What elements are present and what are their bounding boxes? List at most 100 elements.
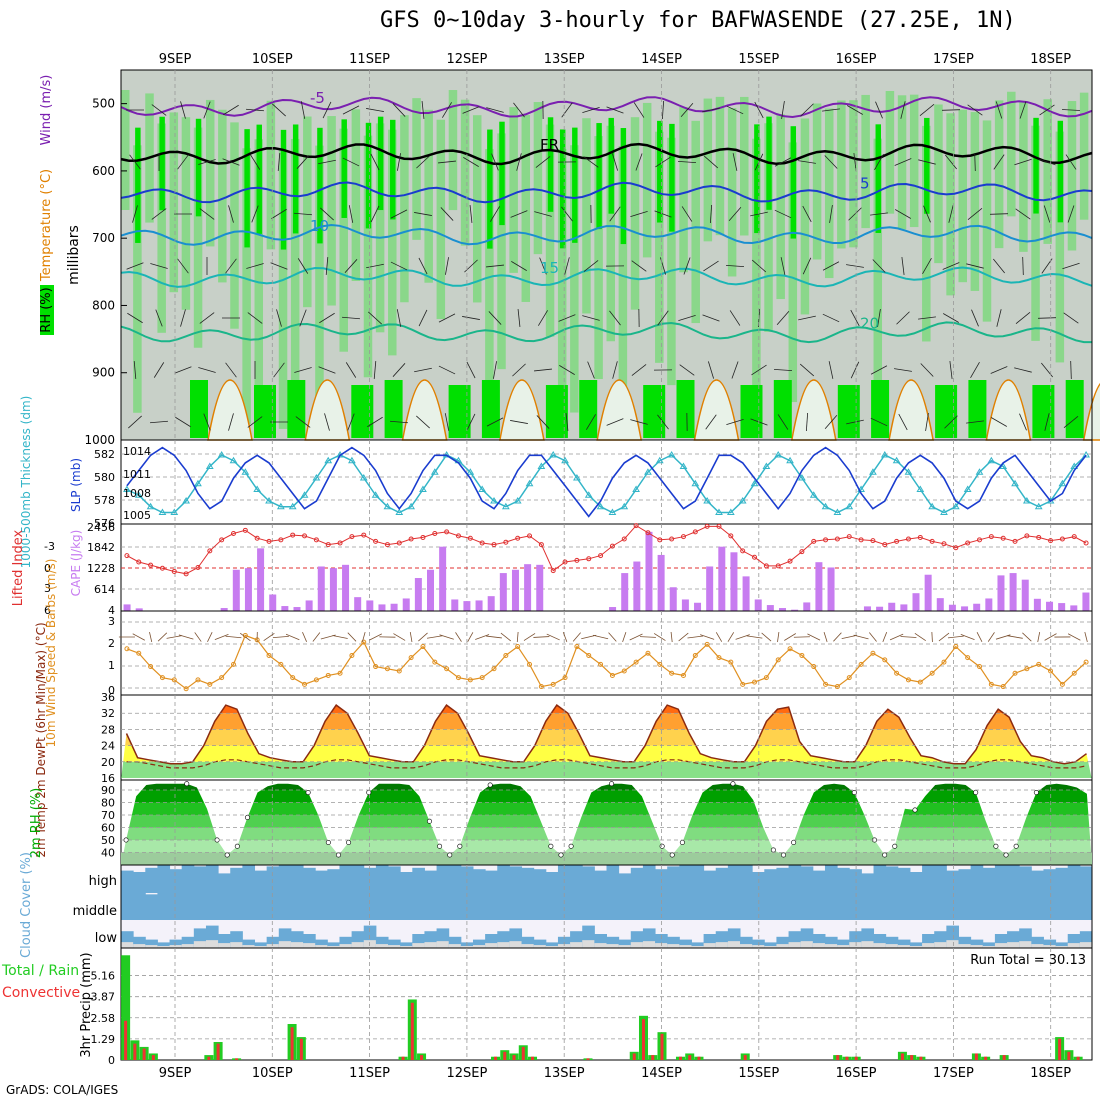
wind-barb [661, 100, 665, 120]
wind-barb [798, 315, 816, 321]
wind-barb [970, 362, 980, 378]
wind-barb-10m [1007, 635, 1023, 639]
cloud-bar-middle [509, 893, 523, 920]
cloud-bar-middle [630, 893, 644, 920]
wind-barb [853, 153, 857, 171]
wind-speed-point [882, 657, 888, 663]
cloud-bar-low-grey [642, 941, 656, 948]
cloud-bar-high [1067, 865, 1081, 893]
wind-barb [1038, 158, 1056, 166]
rh-band-saturated [875, 124, 881, 233]
wind-barb-10m [761, 632, 772, 642]
wind-speed-point [728, 659, 734, 665]
cloud-bar-low-grey [958, 944, 972, 948]
rh-band [242, 148, 251, 424]
cloud-bar-low-grey [1043, 945, 1057, 948]
cloud-bar-low-grey [363, 940, 377, 948]
cloud-bar-low-grey [934, 942, 947, 948]
temp-tick-label: 28 [101, 723, 115, 736]
cloud-bar-low [691, 942, 705, 948]
wind-speed-point [811, 664, 817, 670]
wind-barb [703, 260, 719, 272]
rh-band [1067, 101, 1077, 251]
low-rh-band [481, 380, 500, 438]
cloud-bar-low [679, 939, 692, 948]
rh-base [121, 852, 1092, 865]
pressure-tick-label: 600 [92, 164, 115, 178]
wind-barb [657, 414, 669, 430]
cloud-bar-low [266, 936, 280, 948]
cloud-bar-low-grey [740, 944, 753, 948]
wind-barb [822, 108, 840, 112]
thickness-point [407, 502, 415, 510]
cape-tick-label: 1228 [87, 562, 115, 575]
cloud-bar-middle [885, 893, 899, 920]
wind-barb [516, 153, 522, 171]
x-tick-label-bottom: 15SEP [738, 1066, 779, 1081]
precip-convective-bar [919, 1056, 923, 1060]
rh-band [412, 98, 421, 240]
cloud-bar-high [388, 866, 401, 893]
wind-barb [923, 205, 931, 223]
precip-convective-bar [632, 1053, 636, 1060]
rh-band [946, 113, 955, 296]
cloud-row-label: high [89, 874, 117, 889]
wind-barb [320, 207, 334, 221]
cloud-bar-middle [849, 893, 862, 920]
rh-band [400, 115, 409, 303]
temp-tick-label: 24 [101, 740, 115, 753]
cloud-bar-low-grey [922, 943, 935, 948]
rh-band [800, 118, 810, 315]
wind-barb [993, 154, 1005, 170]
wind-barb [1063, 416, 1079, 428]
wind-barb-10m [1022, 632, 1032, 642]
wind-barb-10m [486, 635, 502, 639]
rh-band [994, 100, 1004, 249]
wind-barb-10m [500, 632, 512, 642]
cloud-bar-low-grey [982, 946, 996, 948]
cloud-bar-low-grey [873, 943, 887, 948]
cape-bar [499, 573, 507, 611]
wind-barb [318, 159, 336, 165]
cloud-bar-middle [909, 893, 923, 920]
rh-band [934, 104, 943, 264]
rh-band [582, 118, 591, 314]
cloud-bar-low-grey [133, 944, 146, 948]
wind-barb [729, 310, 741, 326]
wind-barb [347, 413, 355, 431]
li-point [538, 542, 544, 548]
wind-barb [366, 108, 384, 112]
cloud-bar-middle [303, 893, 316, 920]
rh-band-saturated [754, 124, 760, 234]
cloud-bar-high [157, 865, 171, 893]
wind-barb-10m [900, 636, 917, 638]
cloud-bar-middle [400, 893, 413, 920]
cape-bar [621, 573, 629, 611]
rh-band [788, 142, 798, 403]
temp-tick-label: 36 [101, 691, 115, 704]
wind-barb [587, 361, 595, 379]
wind-barb [247, 312, 263, 324]
rh-band [703, 98, 713, 242]
cloud-bar-high [315, 870, 328, 893]
cloud-bar-middle [205, 893, 219, 920]
thickness-point [419, 485, 427, 492]
precip-convective-bar [836, 1055, 840, 1060]
wind-barb [877, 309, 881, 327]
wind-barb [392, 103, 406, 117]
rh-point [487, 782, 493, 788]
wind-barb [325, 256, 329, 276]
cloud-bar-low-grey [448, 944, 462, 948]
wind-axis-label: 10m Wind Speed & Barbs (m/s) [44, 559, 58, 748]
cloud-bar-low-grey [230, 942, 243, 948]
warm-plume [401, 379, 448, 441]
cloud-bar-high [145, 867, 158, 893]
cloud-bar-low [970, 939, 984, 948]
slp-line [126, 446, 1087, 518]
rh-point [609, 781, 615, 787]
wind-barb [1019, 101, 1027, 119]
wind-barb [1065, 154, 1077, 170]
cloud-bar-low [837, 939, 850, 948]
wind-barb-10m [263, 632, 275, 642]
